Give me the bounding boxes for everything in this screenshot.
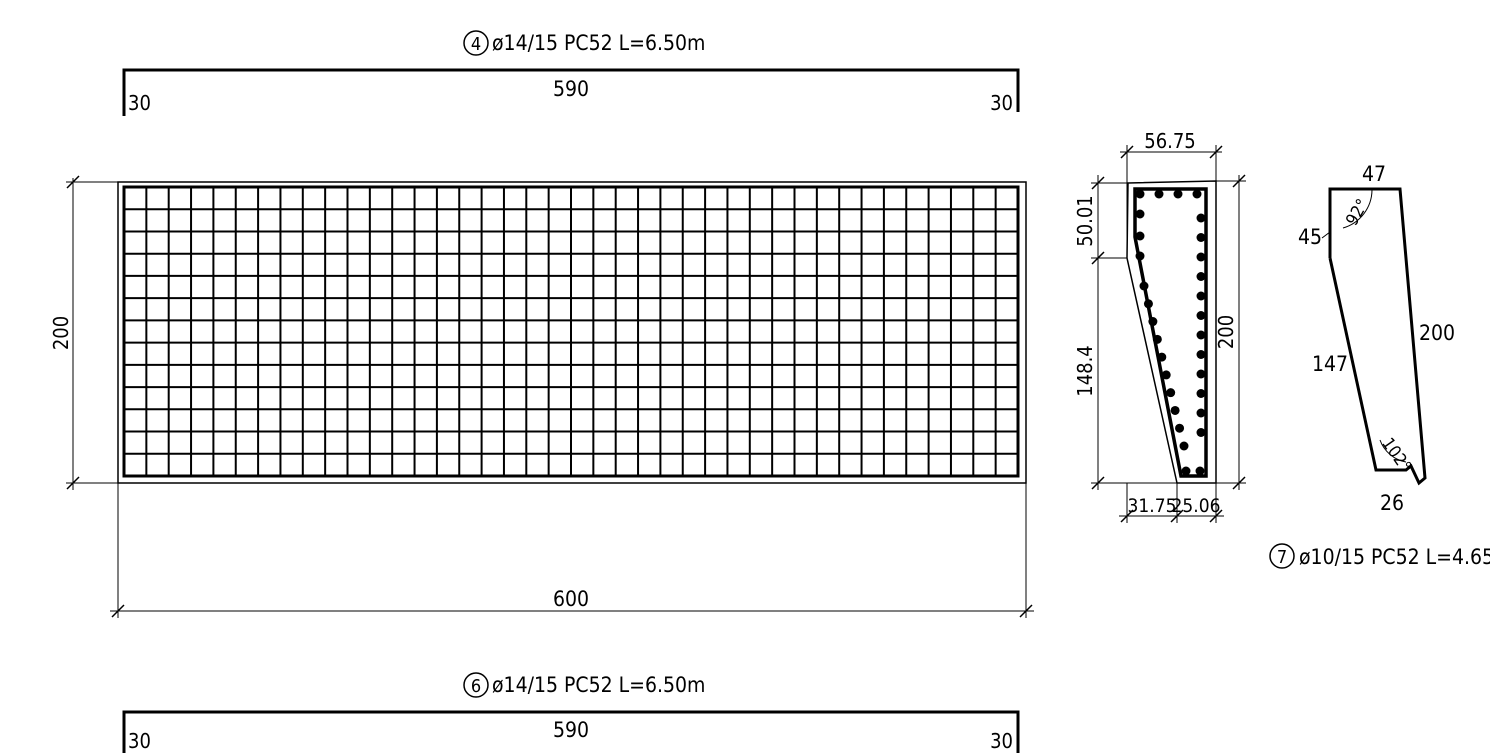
section-top-width: 56.75 <box>1144 129 1196 153</box>
bar-7-height: 200 <box>1419 321 1455 345</box>
plan-width-label: 600 <box>553 587 589 611</box>
bar-4-left-hook: 30 <box>128 91 151 115</box>
rebar-dot <box>1139 281 1149 291</box>
bar-6-marker-circle <box>463 672 489 698</box>
rebar-dot <box>1135 251 1145 261</box>
bar-7-slope: 147 <box>1312 352 1348 376</box>
bar-6-group: 6 ø14/15 PC52 L=6.50m 30 590 30 <box>122 672 1020 753</box>
section-rebars <box>1135 189 1206 476</box>
bar-6-right-hook: 30 <box>990 729 1013 753</box>
bar-4-marker-circle <box>463 30 489 56</box>
rebar-dot <box>1196 389 1206 398</box>
rebar-dot <box>1196 330 1206 340</box>
section-right-tick-top <box>1232 174 1246 188</box>
bar-7-hook-tick <box>1321 231 1331 239</box>
bar-7-marker-circle <box>1269 543 1295 569</box>
section-total-height: 200 <box>1214 315 1238 349</box>
section-right-tick-bottom <box>1232 476 1246 490</box>
plan-view: 200 600 <box>49 175 1034 618</box>
mesh-grid <box>124 187 1018 476</box>
rebar-dot <box>1161 370 1171 380</box>
section-top-tick-r <box>1209 145 1223 159</box>
rebar-dot <box>1166 388 1176 398</box>
plan-height-label: 200 <box>49 316 73 350</box>
rebar-dot <box>1196 428 1206 437</box>
bar-6-spec: ø14/15 PC52 L=6.50m <box>492 673 705 697</box>
bar-4-shape <box>122 68 1020 116</box>
section-bottom-tick-r <box>1209 509 1223 523</box>
bar-7-spec: ø10/15 PC52 L=4.65 <box>1299 545 1490 569</box>
plan-height-tick-bottom <box>66 476 80 490</box>
rebar-dot <box>1196 252 1206 262</box>
section-left-tick-2 <box>1091 251 1105 265</box>
section-top-tick-l <box>1120 145 1134 159</box>
section-lower-height: 148.4 <box>1073 345 1097 397</box>
rebar-dot <box>1196 272 1206 281</box>
section-bottom-tick-m <box>1170 509 1184 523</box>
bar-7-shape <box>1328 187 1427 486</box>
rebar-dot <box>1181 466 1191 476</box>
section-upper-height: 50.01 <box>1073 195 1097 247</box>
bar-6-left-hook: 30 <box>128 729 151 753</box>
rebar-dot <box>1135 231 1145 241</box>
section-bottom-tick-l <box>1120 509 1134 523</box>
rebar-dot <box>1175 423 1185 433</box>
bar-7-group: 47 92° 45 147 200 102° 26 7 ø10/15 PC52 … <box>1269 162 1490 569</box>
rebar-dot <box>1152 334 1162 344</box>
rebar-dot <box>1173 189 1183 199</box>
rebar-dot <box>1135 189 1145 199</box>
rebar-dot <box>1196 408 1206 418</box>
bar-6-length: 590 <box>553 718 589 742</box>
rebar-dot <box>1148 317 1158 327</box>
rebar-dot <box>1179 441 1189 451</box>
plan-width-tick-left <box>111 604 125 618</box>
bar-4-length: 590 <box>553 77 589 101</box>
bar-7-marker: 7 <box>1277 547 1287 568</box>
bar-7-angle-bottom-arc <box>1379 439 1407 463</box>
bar-7-bottom: 26 <box>1380 491 1404 515</box>
section-left-tick-1 <box>1091 176 1105 190</box>
rebar-dot <box>1192 189 1202 199</box>
rebar-dot <box>1196 291 1206 301</box>
bar-7-top: 47 <box>1362 162 1386 186</box>
rebar-dot <box>1170 405 1180 415</box>
bar-7-angle-top-arc <box>1342 189 1373 229</box>
bar-6-shape <box>122 710 1020 753</box>
section-bottom-right: 25.06 <box>1172 495 1221 517</box>
plan-height-tick-top <box>66 175 80 189</box>
slab-outline <box>117 181 1027 484</box>
bar-4-group: 4 ø14/15 PC52 L=6.50m 30 590 30 <box>122 30 1020 116</box>
plan-width-tick-right <box>1019 604 1033 618</box>
bar-7-hook-left: 45 <box>1298 225 1322 249</box>
rebar-dot <box>1154 189 1164 199</box>
bar-4-right-hook: 30 <box>990 91 1013 115</box>
cross-section: 56.75 50.01 148.4 200 31.75 25.06 <box>1073 129 1246 523</box>
rebar-dot <box>1196 311 1206 320</box>
section-bottom-left: 31.75 <box>1128 495 1177 517</box>
rebar-dot <box>1135 209 1145 219</box>
rebar-dot <box>1195 466 1205 476</box>
bar-6-marker: 6 <box>471 676 481 697</box>
rebar-dot <box>1196 233 1206 242</box>
bar-4-marker: 4 <box>471 34 481 55</box>
section-left-tick-3 <box>1091 476 1105 490</box>
bar-4-spec: ø14/15 PC52 L=6.50m <box>492 31 705 55</box>
rebar-dot <box>1157 352 1167 362</box>
section-stirrup <box>1133 187 1208 478</box>
rebar-dot <box>1196 369 1206 379</box>
rebar-dot <box>1143 299 1153 309</box>
bar-7-angle-top: 92° <box>1342 196 1373 229</box>
rebar-dot <box>1196 350 1206 359</box>
rebar-dot <box>1196 213 1206 223</box>
